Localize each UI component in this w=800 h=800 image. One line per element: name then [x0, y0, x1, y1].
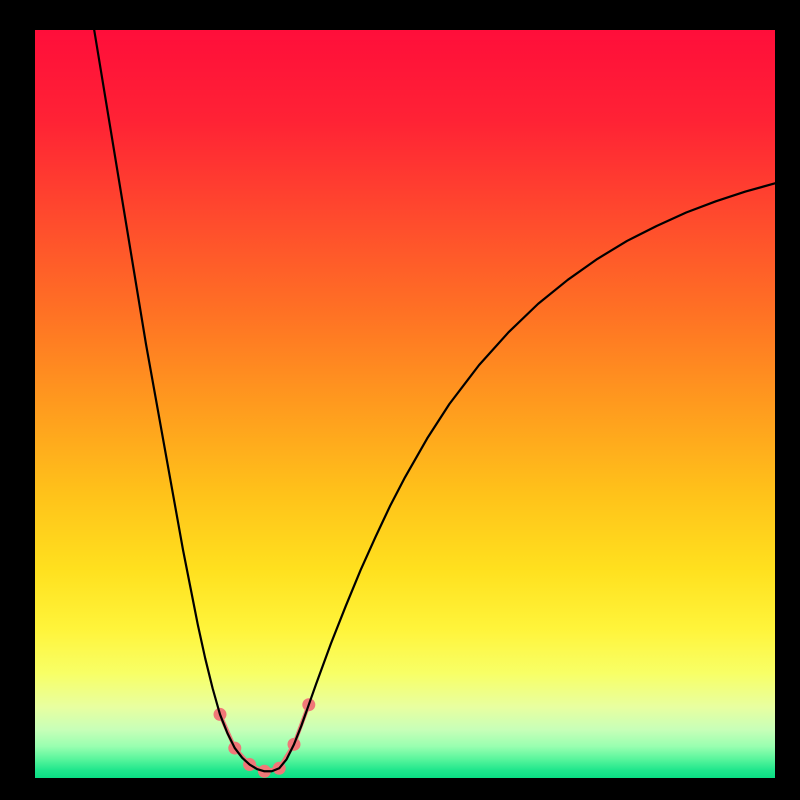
- frame-right: [775, 0, 800, 800]
- frame-left: [0, 0, 35, 800]
- plot-background: [35, 30, 775, 778]
- frame-bottom: [0, 778, 800, 800]
- frame-top: [0, 0, 800, 30]
- bottleneck-chart: [0, 0, 800, 800]
